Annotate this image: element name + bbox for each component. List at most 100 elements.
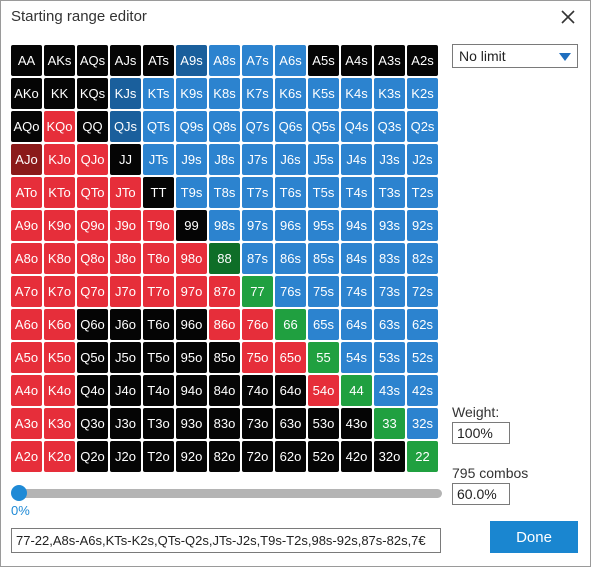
hand-cell[interactable]: 53o [308, 408, 339, 439]
hand-cell[interactable]: 97s [242, 210, 273, 241]
hand-cell[interactable]: T5s [308, 177, 339, 208]
hand-cell[interactable]: 32o [374, 441, 405, 472]
hand-cell[interactable]: 77 [242, 276, 273, 307]
weight-input[interactable]: 100% [452, 422, 510, 444]
hand-cell[interactable]: 53s [374, 342, 405, 373]
hand-cell[interactable]: QQ [77, 111, 108, 142]
hand-cell[interactable]: JTs [143, 144, 174, 175]
hand-cell[interactable]: 95s [308, 210, 339, 241]
hand-cell[interactable]: 66 [275, 309, 306, 340]
hand-cell[interactable]: A3o [11, 408, 42, 439]
hand-cell[interactable]: 92o [176, 441, 207, 472]
hand-cell[interactable]: 44 [341, 375, 372, 406]
hand-cell[interactable]: AJo [11, 144, 42, 175]
hand-cell[interactable]: T5o [143, 342, 174, 373]
hand-cell[interactable]: 92s [407, 210, 438, 241]
hand-cell[interactable]: JTo [110, 177, 141, 208]
hand-cell[interactable]: T6o [143, 309, 174, 340]
hand-cell[interactable]: J2o [110, 441, 141, 472]
hand-cell[interactable]: T8o [143, 243, 174, 274]
hand-cell[interactable]: 85o [209, 342, 240, 373]
hand-cell[interactable]: KJo [44, 144, 75, 175]
hand-cell[interactable]: 42o [341, 441, 372, 472]
close-icon[interactable] [558, 7, 578, 27]
hand-cell[interactable]: ATo [11, 177, 42, 208]
hand-cell[interactable]: 99 [176, 210, 207, 241]
hand-cell[interactable]: J8o [110, 243, 141, 274]
hand-cell[interactable]: 62o [275, 441, 306, 472]
hand-cell[interactable]: 96o [176, 309, 207, 340]
hand-cell[interactable]: Q8o [77, 243, 108, 274]
hand-cell[interactable]: J6s [275, 144, 306, 175]
hand-cell[interactable]: J2s [407, 144, 438, 175]
hand-cell[interactable]: JJ [110, 144, 141, 175]
hand-cell[interactable]: T8s [209, 177, 240, 208]
hand-cell[interactable]: 52s [407, 342, 438, 373]
hand-cell[interactable]: QJo [77, 144, 108, 175]
hand-cell[interactable]: 64o [275, 375, 306, 406]
hand-cell[interactable]: 76o [242, 309, 273, 340]
hand-cell[interactable]: 72o [242, 441, 273, 472]
hand-cell[interactable]: Q4s [341, 111, 372, 142]
hand-cell[interactable]: 86o [209, 309, 240, 340]
hand-cell[interactable]: J6o [110, 309, 141, 340]
hand-cell[interactable]: A7o [11, 276, 42, 307]
hand-cell[interactable]: K5o [44, 342, 75, 373]
hand-cell[interactable]: 52o [308, 441, 339, 472]
range-slider-track[interactable] [15, 489, 442, 498]
hand-cell[interactable]: J7o [110, 276, 141, 307]
hand-cell[interactable]: T2s [407, 177, 438, 208]
hand-cell[interactable]: Q7s [242, 111, 273, 142]
hand-cell[interactable]: 22 [407, 441, 438, 472]
hand-cell[interactable]: 42s [407, 375, 438, 406]
hand-cell[interactable]: AJs [110, 45, 141, 76]
hand-cell[interactable]: K8o [44, 243, 75, 274]
hand-cell[interactable]: J8s [209, 144, 240, 175]
hand-cell[interactable]: T9o [143, 210, 174, 241]
hand-cell[interactable]: Q2s [407, 111, 438, 142]
hand-cell[interactable]: 93o [176, 408, 207, 439]
hand-cell[interactable]: 32s [407, 408, 438, 439]
hand-cell[interactable]: A2s [407, 45, 438, 76]
hand-cell[interactable]: KTo [44, 177, 75, 208]
hand-cell[interactable]: A4o [11, 375, 42, 406]
hand-cell[interactable]: 93s [374, 210, 405, 241]
hand-cell[interactable]: AQo [11, 111, 42, 142]
hand-cell[interactable]: K9o [44, 210, 75, 241]
hand-cell[interactable]: 54o [308, 375, 339, 406]
hand-cell[interactable]: 73o [242, 408, 273, 439]
hand-cell[interactable]: 84s [341, 243, 372, 274]
hand-cell[interactable]: A8o [11, 243, 42, 274]
hand-cell[interactable]: 97o [176, 276, 207, 307]
hand-cell[interactable]: T4o [143, 375, 174, 406]
hand-cell[interactable]: K4s [341, 78, 372, 109]
hand-cell[interactable]: 76s [275, 276, 306, 307]
hand-cell[interactable]: A3s [374, 45, 405, 76]
hand-cell[interactable]: Q8s [209, 111, 240, 142]
hand-cell[interactable]: QTo [77, 177, 108, 208]
hand-cell[interactable]: Q2o [77, 441, 108, 472]
hand-cell[interactable]: 65s [308, 309, 339, 340]
hand-cell[interactable]: 74s [341, 276, 372, 307]
hand-cell[interactable]: 85s [308, 243, 339, 274]
hand-cell[interactable]: 88 [209, 243, 240, 274]
hand-cell[interactable]: 82o [209, 441, 240, 472]
hand-cell[interactable]: A5s [308, 45, 339, 76]
hand-cell[interactable]: 64s [341, 309, 372, 340]
hand-cell[interactable]: K6s [275, 78, 306, 109]
hand-cell[interactable]: 83o [209, 408, 240, 439]
hand-cell[interactable]: 74o [242, 375, 273, 406]
hand-cell[interactable]: 63o [275, 408, 306, 439]
hand-cell[interactable]: 33 [374, 408, 405, 439]
hand-cell[interactable]: Q5o [77, 342, 108, 373]
hand-cell[interactable]: 82s [407, 243, 438, 274]
hand-cell[interactable]: 65o [275, 342, 306, 373]
hand-cell[interactable]: K2o [44, 441, 75, 472]
limit-select[interactable]: No limit [452, 44, 578, 68]
hand-cell[interactable]: T3o [143, 408, 174, 439]
hand-cell[interactable]: 86s [275, 243, 306, 274]
range-text-input[interactable]: 77-22,A8s-A6s,KTs-K2s,QTs-Q2s,JTs-J2s,T9… [11, 528, 441, 553]
hand-cell[interactable]: Q3s [374, 111, 405, 142]
hand-cell[interactable]: K7o [44, 276, 75, 307]
hand-cell[interactable]: ATs [143, 45, 174, 76]
